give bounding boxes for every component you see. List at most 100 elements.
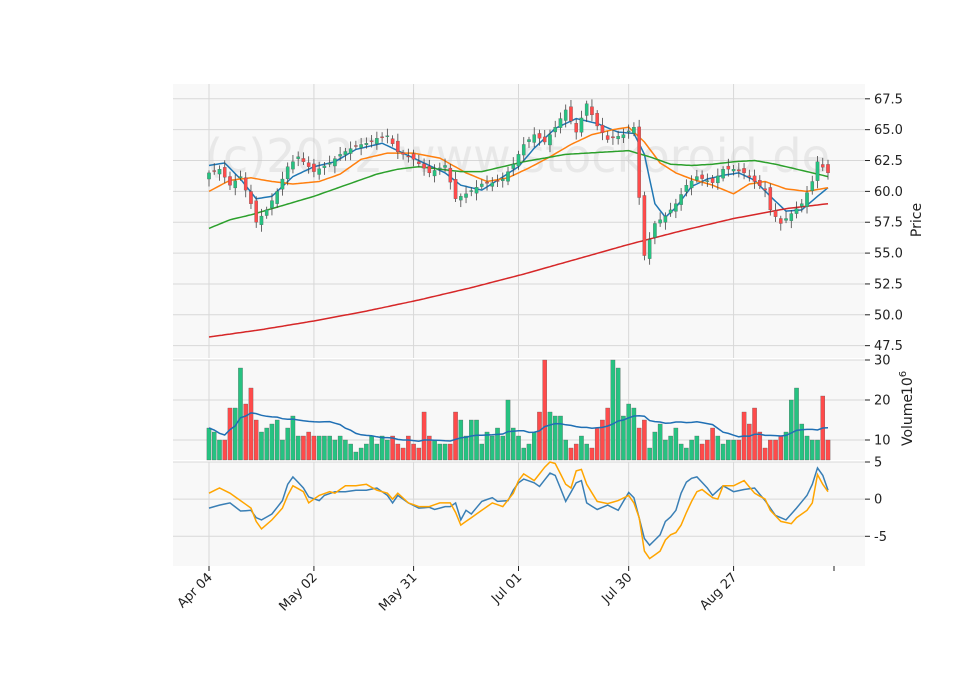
volume-bar xyxy=(463,435,469,461)
volume-bar xyxy=(663,439,668,461)
volume-bar xyxy=(484,431,490,461)
volume-bar xyxy=(390,435,395,461)
volume-average-line xyxy=(208,412,829,442)
volume-bar xyxy=(311,435,317,461)
volume-bar xyxy=(699,443,705,461)
y-axis-ticks: 47.5 50.0 52.5 55.0 57.5 60.0 62.5 65.0 67.5 10 20… xyxy=(865,92,903,545)
volume-bar xyxy=(657,423,663,461)
price-tick-label: 65.0 xyxy=(874,123,903,138)
volume-bar xyxy=(720,443,726,461)
candle-body xyxy=(779,218,783,224)
volume-bar xyxy=(343,439,348,461)
volume-bar xyxy=(789,399,794,461)
candle-body xyxy=(726,165,731,170)
volume-bar xyxy=(500,435,506,461)
candle-body xyxy=(438,167,442,170)
candle-body xyxy=(548,134,552,146)
volume-bar xyxy=(253,419,259,461)
candle-body xyxy=(574,123,578,133)
volume-bar xyxy=(458,419,464,461)
candle-body xyxy=(401,152,405,155)
volume-bar xyxy=(222,439,227,461)
volume-bar xyxy=(825,439,831,461)
volume-bar xyxy=(762,447,768,461)
candle-body xyxy=(259,215,264,225)
candle-body xyxy=(280,178,285,190)
volume-bar xyxy=(647,447,652,461)
volume-bar xyxy=(652,431,658,461)
macd-tick-label: 0 xyxy=(874,493,882,508)
volume-bar xyxy=(269,423,275,461)
volume-bar xyxy=(521,447,526,461)
candle-body xyxy=(721,169,725,179)
volume-bar xyxy=(421,411,427,461)
candle-body xyxy=(228,176,232,186)
volume-bar xyxy=(337,435,343,461)
candle-body xyxy=(306,162,311,167)
candle-body xyxy=(390,138,395,145)
volume-bar xyxy=(479,443,485,461)
volume-bar xyxy=(264,427,269,461)
volume-bar xyxy=(584,443,589,461)
volume-bar xyxy=(815,439,820,461)
candle-body xyxy=(270,200,274,209)
candle-body xyxy=(789,213,794,221)
candle-body xyxy=(679,194,683,205)
volume-bar xyxy=(227,407,233,461)
candle-body xyxy=(653,223,657,238)
candle-body xyxy=(343,151,348,155)
candle-body xyxy=(700,174,704,179)
volume-bar xyxy=(406,435,411,461)
candle-body xyxy=(222,167,227,178)
candle-body xyxy=(254,200,258,223)
volume-bar xyxy=(542,359,547,461)
volume-bar xyxy=(531,431,537,461)
volume-bar xyxy=(689,439,694,461)
volume-bar xyxy=(710,427,715,461)
candle-body xyxy=(516,154,521,167)
candle-body xyxy=(784,218,788,221)
candle-body xyxy=(469,190,474,192)
candle-body xyxy=(464,193,468,198)
candle-body xyxy=(674,203,678,212)
volume-bar xyxy=(385,439,390,461)
candle-body xyxy=(616,136,620,140)
candle-body xyxy=(799,203,804,207)
volume-bar xyxy=(568,447,574,461)
candle-body xyxy=(532,134,537,143)
candle-body xyxy=(553,127,557,133)
volume-bar xyxy=(726,439,731,461)
signal-line xyxy=(208,461,829,560)
volume-bar xyxy=(301,435,306,461)
volume-bar xyxy=(705,439,710,461)
volume-bar xyxy=(290,415,296,461)
volume-average-line xyxy=(208,412,829,442)
candle-body xyxy=(600,124,605,133)
ma-mid-line xyxy=(208,126,829,195)
volume-bar xyxy=(600,419,605,461)
candle-body xyxy=(317,168,321,175)
volume-bar xyxy=(526,443,532,461)
candle-body xyxy=(312,163,316,172)
volume-bar xyxy=(364,443,369,461)
volume-bar xyxy=(615,367,621,461)
macd-tick-label: 5 xyxy=(874,456,882,471)
volume-bar xyxy=(783,431,789,461)
volume-bar xyxy=(448,443,453,461)
candle-body xyxy=(605,135,610,140)
volume-bar xyxy=(642,419,647,461)
candle-body xyxy=(448,167,453,183)
volume-bar xyxy=(684,447,689,461)
volume-bar xyxy=(416,447,422,461)
candle-body xyxy=(647,239,652,259)
candle-body xyxy=(773,210,778,217)
candle-body xyxy=(474,187,479,194)
candle-body xyxy=(490,182,495,187)
volume-bar xyxy=(285,427,290,461)
candle-body xyxy=(411,153,416,160)
candle-body xyxy=(763,188,767,191)
candle-body xyxy=(826,164,830,174)
candle-body xyxy=(480,183,484,187)
candle-body xyxy=(684,185,689,192)
candle-body xyxy=(296,156,300,159)
